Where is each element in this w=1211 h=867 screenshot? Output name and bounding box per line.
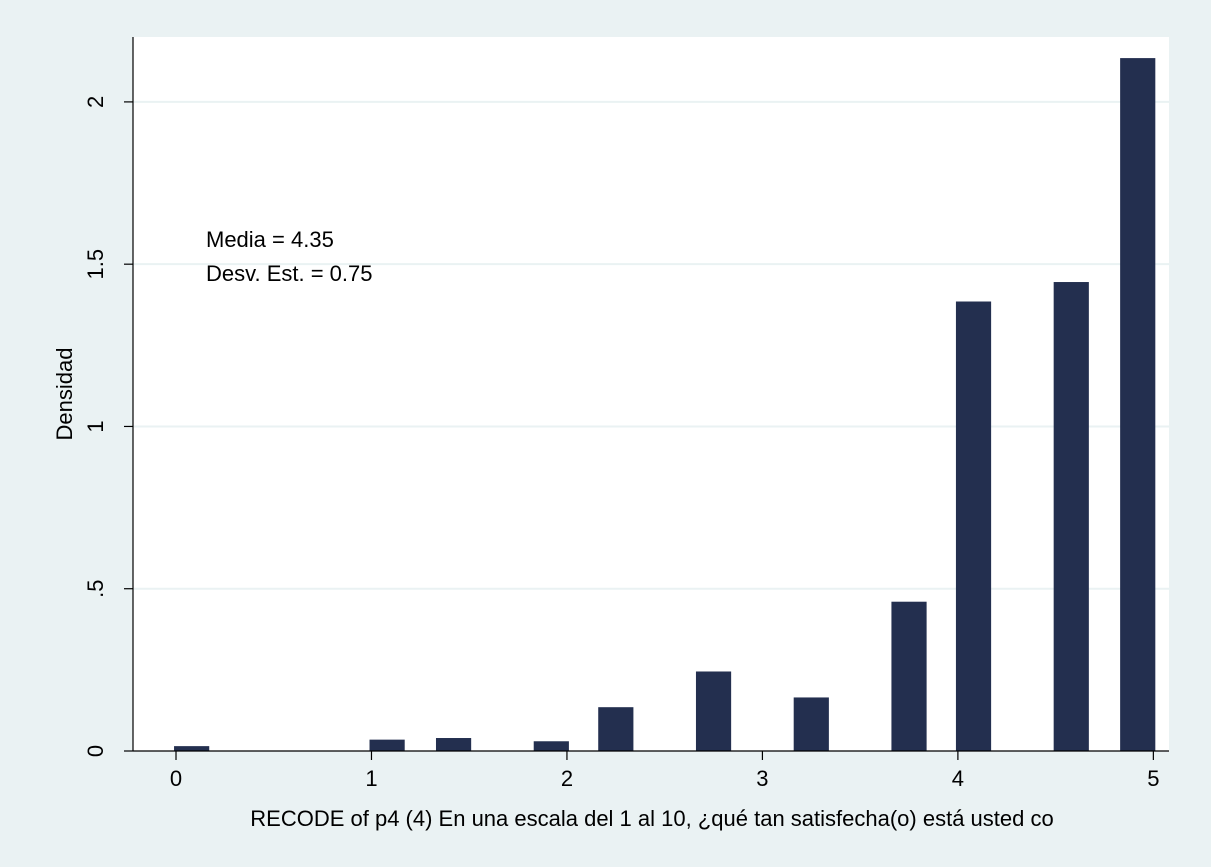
histogram-bar xyxy=(369,739,405,751)
annotation-sd: Desv. Est. = 0.75 xyxy=(206,261,373,286)
x-tick-label: 0 xyxy=(170,766,182,791)
histogram-bar xyxy=(955,301,992,751)
y-ticks: 0 .5 1 1.5 2 xyxy=(83,96,133,757)
histogram-bar xyxy=(891,601,927,751)
histogram-bar xyxy=(793,697,829,751)
y-tick-label: 1 xyxy=(83,420,108,432)
annotation-mean: Media = 4.35 xyxy=(206,227,334,252)
x-ticks: 0 1 2 3 4 5 xyxy=(170,751,1159,791)
histogram-bar xyxy=(695,671,732,751)
histogram-bar xyxy=(174,746,210,751)
x-tick-label: 5 xyxy=(1147,766,1159,791)
y-tick-label: .5 xyxy=(83,580,108,598)
x-tick-label: 1 xyxy=(365,766,377,791)
y-tick-label: 1.5 xyxy=(83,249,108,280)
histogram-bar xyxy=(1120,58,1156,751)
y-axis-label: Densidad xyxy=(52,348,77,441)
histogram-bar xyxy=(1053,282,1089,751)
plot-area xyxy=(133,37,1169,751)
y-tick-label: 2 xyxy=(83,96,108,108)
histogram-bar xyxy=(533,741,569,751)
y-tick-label: 0 xyxy=(83,745,108,757)
x-axis-label: RECODE of p4 (4) En una escala del 1 al … xyxy=(250,806,1053,831)
histogram-bar xyxy=(435,738,472,751)
x-tick-label: 2 xyxy=(561,766,573,791)
bars xyxy=(174,58,1156,751)
x-tick-label: 4 xyxy=(952,766,964,791)
x-tick-label: 3 xyxy=(756,766,768,791)
histogram-bar xyxy=(598,707,634,751)
gridlines xyxy=(133,100,1169,590)
